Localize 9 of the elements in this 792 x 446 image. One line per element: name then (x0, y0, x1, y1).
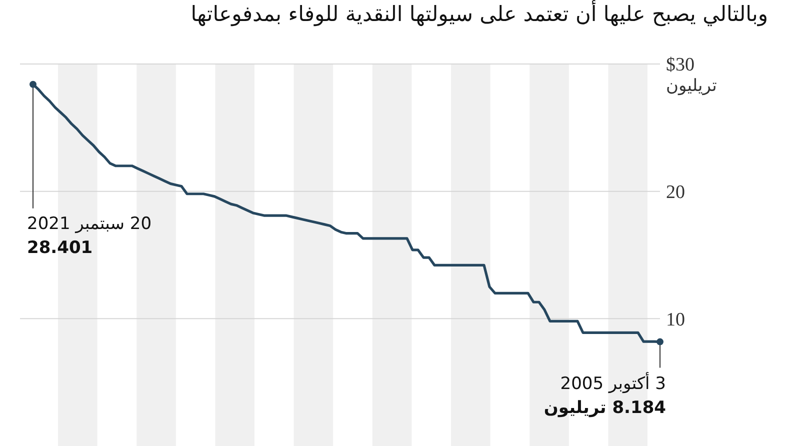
annotation: 20 سبتمبر 2021 (27, 213, 152, 236)
annotation: 3 أكتوبر 2005 (559, 372, 666, 396)
y-tick-label: $30 (666, 54, 694, 76)
y-axis-title: تريليون (666, 76, 717, 96)
y-tick-label: 10 (666, 309, 685, 330)
annotation: 28.401 (27, 237, 94, 260)
y-tick-label: 20 (666, 182, 685, 204)
annotation: 8.184 تريليون (544, 396, 666, 420)
chart-title: وبالتالي يصبح عليها أن تعتمد على سيولتها النقدية للوفاء بمدفوعاتها (190, 2, 768, 26)
